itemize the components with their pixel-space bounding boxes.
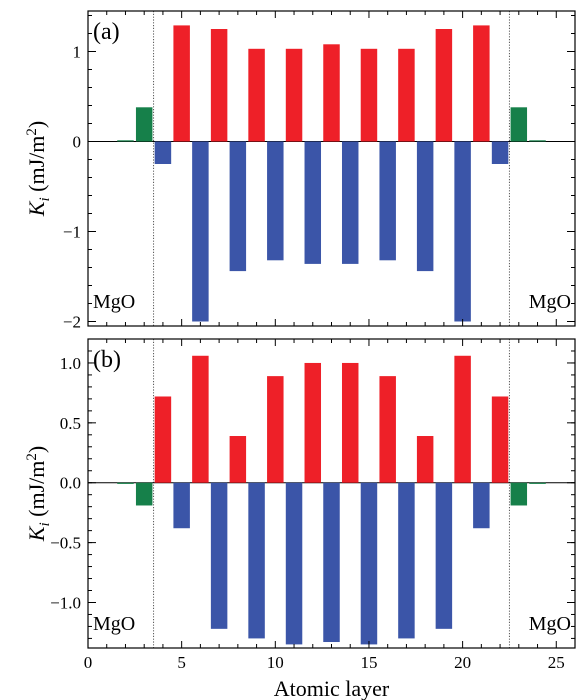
y-tick-label: 0.5 [60, 414, 81, 433]
y-tick-label: −0.5 [50, 534, 81, 553]
positive-bar [248, 48, 265, 142]
mgo-bar [510, 482, 528, 506]
y-axis-label: Ki (mJ/m2) [24, 446, 53, 542]
negative-bar [323, 482, 340, 643]
y-axis-label: Ki (mJ/m2) [24, 121, 53, 217]
region-label-right: MgO [529, 291, 571, 313]
positive-bar [416, 436, 434, 483]
negative-bar [360, 482, 378, 645]
mgo-bar [117, 482, 134, 484]
negative-bar [154, 141, 172, 164]
negative-bar [173, 482, 190, 529]
y-tick-label: 0.0 [60, 474, 81, 493]
x-tick-label: 5 [177, 653, 186, 672]
negative-bar [473, 482, 490, 529]
y-tick-label: 1 [73, 43, 82, 62]
mgo-bar [117, 140, 134, 142]
negative-bar [267, 141, 284, 261]
positive-bar [229, 436, 247, 483]
x-tick-label: 15 [360, 653, 377, 672]
panel-label: (a) [93, 19, 120, 45]
positive-bar [267, 376, 284, 483]
mgo-bar [529, 482, 546, 484]
y-label-subscript: i [37, 522, 53, 526]
y-label-exponent: 2 [24, 453, 40, 461]
y-label-close: ) [24, 446, 49, 453]
x-tick-label: 0 [84, 653, 93, 672]
negative-bar [248, 482, 265, 639]
positive-bar [473, 25, 490, 142]
positive-bar [154, 396, 172, 483]
positive-bar [454, 355, 471, 483]
x-tick-label: 20 [454, 653, 471, 672]
y-tick-label: −2 [63, 313, 81, 332]
positive-bar [379, 376, 396, 483]
y-label-unit: (mJ/m [24, 136, 49, 198]
positive-bar [491, 396, 509, 483]
region-label-left: MgO [93, 291, 135, 313]
y-tick-label: 0 [73, 133, 82, 152]
mgo-bar [529, 140, 546, 142]
x-tick-label: 25 [548, 653, 565, 672]
negative-bar [210, 482, 228, 629]
positive-bar [341, 362, 359, 483]
x-tick-label: 10 [267, 653, 284, 672]
positive-bar [210, 29, 228, 142]
x-axis-label: Atomic layer [274, 676, 390, 700]
negative-bar [454, 141, 471, 322]
negative-bar [229, 141, 247, 272]
y-label-subscript: i [37, 197, 53, 201]
positive-bar [285, 48, 303, 142]
negative-bar [304, 141, 322, 264]
region-label-left: MgO [93, 613, 135, 635]
negative-bar [398, 482, 415, 639]
positive-bar [398, 48, 415, 142]
negative-bar [192, 141, 209, 322]
y-label-exponent: 2 [24, 128, 40, 136]
y-label-symbol: K [24, 525, 49, 542]
panel-b: −1.0 −0.5 0.0 0.5 1.0 0 5 10 15 20 25 Atomic layer K… [24, 338, 576, 700]
y-label-unit: (mJ/m [24, 461, 49, 523]
mgo-bar [135, 482, 153, 506]
region-label-right: MgO [529, 613, 571, 635]
y-label-symbol: K [24, 200, 49, 217]
positive-bar [323, 44, 340, 142]
positive-bar [360, 48, 378, 142]
mgo-bar [510, 107, 528, 142]
positive-bar [192, 355, 209, 483]
y-tick-label: 1.0 [60, 354, 81, 373]
mgo-bar [135, 107, 153, 142]
y-label-close: ) [24, 121, 49, 128]
positive-bar [304, 362, 322, 483]
negative-bar [416, 141, 434, 272]
positive-bar [435, 29, 453, 142]
negative-bar [491, 141, 509, 164]
negative-bar [285, 482, 303, 645]
panel-a: −2 −1 0 1 Ki (mJ/m2) (a) MgO MgO [24, 10, 576, 332]
y-tick-label: −1.0 [50, 593, 81, 612]
panel-label: (b) [93, 347, 121, 373]
negative-bar [341, 141, 359, 264]
negative-bar [435, 482, 453, 629]
y-tick-label: −1 [63, 223, 81, 242]
positive-bar [173, 25, 190, 142]
negative-bar [379, 141, 396, 261]
